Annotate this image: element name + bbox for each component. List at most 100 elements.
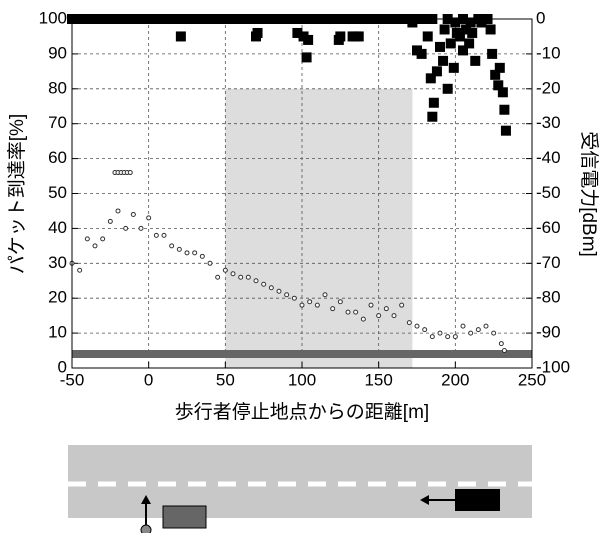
- y-tick-label: 50: [48, 183, 67, 202]
- point: [430, 335, 434, 339]
- point: [446, 38, 456, 48]
- y-tick-label: 10: [48, 323, 67, 342]
- point: [487, 49, 497, 59]
- point: [303, 35, 313, 45]
- point: [200, 254, 204, 258]
- point: [486, 24, 496, 34]
- point: [154, 233, 158, 237]
- point: [185, 251, 189, 255]
- point: [78, 268, 82, 272]
- point: [435, 42, 445, 52]
- y2-tick-label: -10: [536, 43, 561, 62]
- point: [93, 244, 97, 248]
- point: [415, 324, 419, 328]
- point: [354, 310, 358, 314]
- point: [147, 216, 151, 220]
- point: [139, 226, 143, 230]
- point: [361, 317, 365, 321]
- y-tick-label: 90: [48, 43, 67, 62]
- point: [162, 233, 166, 237]
- point: [417, 49, 427, 59]
- point: [292, 296, 296, 300]
- point: [499, 105, 509, 115]
- point: [308, 300, 312, 304]
- point: [323, 293, 327, 297]
- y2-tick-label: -20: [536, 78, 561, 97]
- page: 0102030405060708090100-100-90-80-70-60-5…: [0, 0, 602, 533]
- chart: 0102030405060708090100-100-90-80-70-60-5…: [0, 0, 602, 533]
- pedestrian: [141, 525, 151, 533]
- point: [128, 171, 132, 175]
- point: [501, 126, 511, 136]
- y2-tick-label: 0: [536, 8, 545, 27]
- y2-tick-label: -90: [536, 323, 561, 342]
- point: [369, 303, 373, 307]
- point: [440, 24, 450, 34]
- point: [253, 28, 263, 38]
- point: [116, 209, 120, 213]
- point: [461, 324, 465, 328]
- y-axis-label: パケット到達率[%]: [6, 114, 28, 274]
- point: [346, 310, 350, 314]
- point: [262, 282, 266, 286]
- point: [85, 237, 89, 241]
- point: [427, 112, 437, 122]
- point: [246, 275, 250, 279]
- point: [464, 38, 474, 48]
- point: [354, 31, 364, 41]
- point: [335, 31, 345, 41]
- point: [302, 52, 312, 62]
- stopped-vehicle: [163, 506, 206, 528]
- point: [423, 328, 427, 332]
- point: [429, 98, 439, 108]
- y2-axis-label: 受信電力[dBm]: [578, 131, 600, 257]
- point: [495, 63, 505, 73]
- x-tick-label: 100: [288, 370, 316, 389]
- y2-tick-label: -80: [536, 288, 561, 307]
- point: [502, 349, 506, 353]
- point: [453, 335, 457, 339]
- point: [446, 335, 450, 339]
- y2-tick-label: -30: [536, 113, 561, 132]
- x-tick-label: 0: [144, 370, 153, 389]
- y-tick-label: 80: [48, 78, 67, 97]
- point: [285, 293, 289, 297]
- point: [423, 31, 433, 41]
- point: [407, 321, 411, 325]
- x-tick-label: 200: [441, 370, 469, 389]
- y2-tick-label: -70: [536, 253, 561, 272]
- y2-tick-label: -40: [536, 148, 561, 167]
- vehicle: [455, 489, 500, 511]
- point: [176, 31, 186, 41]
- point: [498, 87, 508, 97]
- y-tick-label: 100: [39, 8, 67, 27]
- point: [193, 251, 197, 255]
- y-tick-label: 20: [48, 288, 67, 307]
- point: [443, 84, 453, 94]
- point: [231, 272, 235, 276]
- point: [432, 66, 442, 76]
- x-axis-label: 歩行者停止地点からの距離[m]: [175, 401, 429, 423]
- point: [108, 219, 112, 223]
- point: [216, 275, 220, 279]
- point: [300, 303, 304, 307]
- point: [467, 28, 477, 38]
- y2-tick-label: -50: [536, 183, 561, 202]
- x-tick-label: 250: [518, 370, 546, 389]
- x-tick-label: 50: [216, 370, 235, 389]
- x-tick-label: 150: [364, 370, 392, 389]
- point: [131, 212, 135, 216]
- point: [438, 331, 442, 335]
- point: [499, 342, 503, 346]
- point: [124, 226, 128, 230]
- point: [476, 328, 480, 332]
- point: [170, 244, 174, 248]
- plot-area: 0102030405060708090100-100-90-80-70-60-5…: [39, 8, 570, 389]
- point: [277, 289, 281, 293]
- point: [438, 56, 448, 66]
- point: [470, 56, 480, 66]
- x-tick-label: -50: [60, 370, 85, 389]
- point: [400, 303, 404, 307]
- point: [269, 286, 273, 290]
- y2-tick-label: -60: [536, 218, 561, 237]
